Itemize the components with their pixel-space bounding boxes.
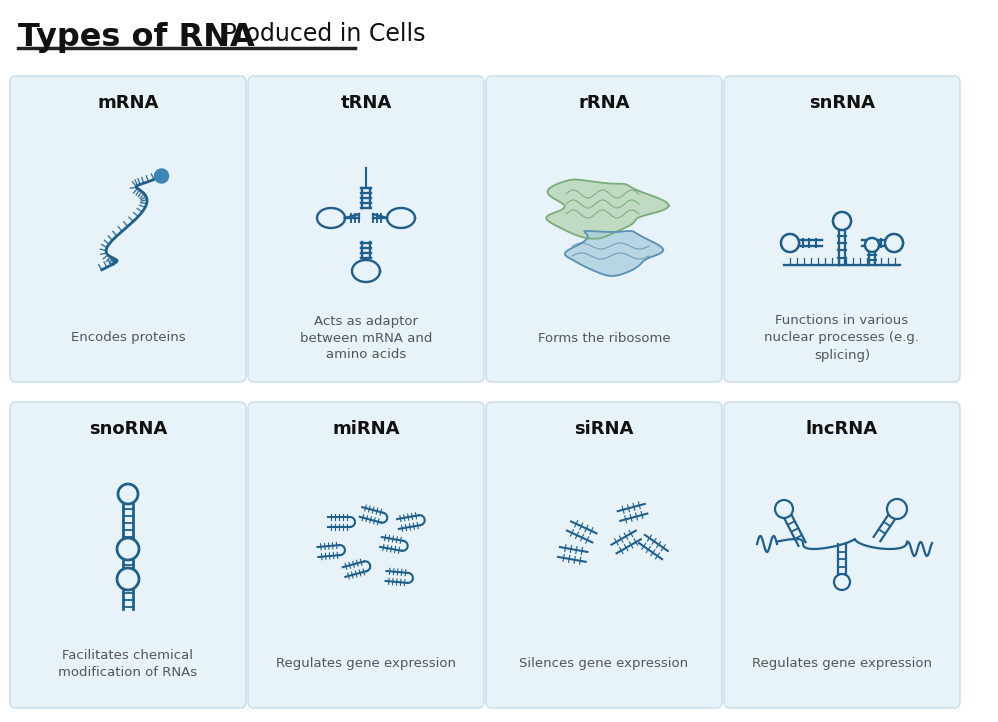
Polygon shape (565, 231, 664, 276)
Circle shape (118, 484, 138, 504)
FancyBboxPatch shape (248, 76, 484, 382)
Circle shape (117, 538, 139, 560)
Text: Regulates gene expression: Regulates gene expression (752, 658, 932, 671)
Circle shape (834, 574, 850, 590)
FancyBboxPatch shape (10, 402, 246, 708)
Circle shape (155, 169, 169, 183)
Text: tRNA: tRNA (340, 94, 391, 112)
Text: Encodes proteins: Encodes proteins (71, 331, 186, 344)
FancyBboxPatch shape (10, 76, 246, 382)
Circle shape (781, 234, 799, 252)
Text: miRNA: miRNA (332, 420, 400, 438)
FancyBboxPatch shape (486, 402, 722, 708)
Circle shape (833, 212, 851, 230)
Text: lncRNA: lncRNA (806, 420, 878, 438)
FancyBboxPatch shape (724, 76, 960, 382)
Text: Types of RNA: Types of RNA (18, 22, 254, 53)
FancyBboxPatch shape (724, 402, 960, 708)
Circle shape (117, 568, 139, 590)
Text: Silences gene expression: Silences gene expression (519, 658, 689, 671)
Text: Regulates gene expression: Regulates gene expression (276, 658, 456, 671)
Text: Acts as adaptor
between mRNA and
amino acids: Acts as adaptor between mRNA and amino a… (299, 315, 432, 362)
Text: snRNA: snRNA (809, 94, 875, 112)
Polygon shape (546, 180, 669, 239)
Circle shape (775, 500, 793, 518)
Text: mRNA: mRNA (98, 94, 159, 112)
FancyBboxPatch shape (248, 402, 484, 708)
Text: snoRNA: snoRNA (89, 420, 167, 438)
Text: Functions in various
nuclear processes (e.g.
splicing): Functions in various nuclear processes (… (764, 315, 919, 362)
Text: rRNA: rRNA (578, 94, 630, 112)
Text: siRNA: siRNA (574, 420, 634, 438)
Text: Forms the ribosome: Forms the ribosome (538, 331, 671, 344)
Circle shape (887, 499, 907, 519)
Text: Facilitates chemical
modification of RNAs: Facilitates chemical modification of RNA… (59, 649, 198, 679)
Circle shape (865, 238, 879, 252)
Circle shape (885, 234, 903, 252)
FancyBboxPatch shape (486, 76, 722, 382)
Text: Produced in Cells: Produced in Cells (215, 22, 425, 46)
